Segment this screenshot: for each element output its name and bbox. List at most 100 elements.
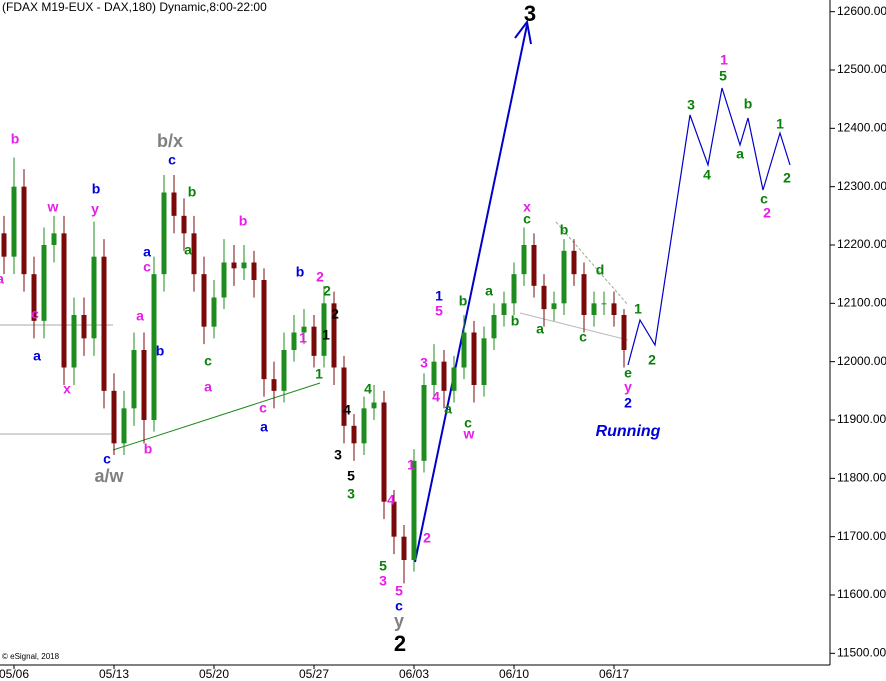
candle-body	[231, 262, 237, 269]
wave-label: 2	[394, 631, 406, 656]
trend-line	[555, 221, 629, 306]
projection-arrow	[514, 19, 532, 45]
wave-label: 3	[347, 486, 355, 502]
candle-body	[541, 285, 547, 310]
candle-body	[181, 215, 187, 234]
candle-body	[171, 192, 177, 216]
wave-label: 2	[323, 283, 331, 299]
candle-body	[331, 303, 337, 368]
y-tick-label: 11700.00	[837, 529, 886, 543]
wave-label: 1	[776, 116, 784, 132]
candle-body	[271, 379, 277, 391]
candle-body	[121, 408, 127, 444]
candle-body	[441, 361, 447, 391]
candle-body	[561, 250, 567, 304]
candle-body	[261, 280, 267, 380]
candle-body	[381, 402, 387, 502]
candle-body	[151, 274, 157, 420]
wave-label: 2	[648, 352, 656, 368]
candle-body	[91, 256, 97, 339]
x-tick-label: 05/13	[99, 667, 129, 681]
candle-body	[311, 326, 317, 356]
candle-body	[521, 245, 527, 275]
wave-label: 2	[624, 395, 632, 411]
candle-body	[31, 274, 37, 321]
x-tick-label: 06/17	[599, 667, 629, 681]
wave-label: b	[11, 131, 20, 147]
candle-body	[141, 350, 147, 420]
wave-label: x	[523, 199, 531, 215]
candle-body	[451, 367, 457, 391]
y-tick-label: 11900.00	[837, 412, 886, 426]
candle-body	[501, 303, 507, 315]
candle-body	[591, 303, 597, 315]
candle-body	[461, 332, 467, 368]
wave-label: y	[91, 201, 99, 217]
wave-label: 3	[687, 97, 695, 113]
y-tick-label: 11600.00	[837, 587, 886, 601]
wave-label: b	[144, 441, 153, 457]
wave-label: c	[464, 415, 472, 431]
wave-label: d	[596, 262, 605, 278]
wave-label: 4	[364, 381, 372, 397]
x-tick-label: 05/20	[199, 667, 229, 681]
y-tick-label: 12500.00	[837, 62, 886, 76]
wave-label: c	[168, 152, 176, 168]
candle-body	[371, 402, 377, 409]
candle-body	[71, 315, 77, 368]
projection-path	[627, 87, 791, 366]
candle-body	[481, 338, 487, 385]
wave-label: a	[33, 348, 41, 364]
wave-label: 1	[322, 327, 330, 343]
wave-label: b	[156, 343, 165, 359]
wave-label: 3	[420, 355, 428, 371]
wave-label: c	[259, 400, 267, 416]
wave-label: 1	[299, 330, 307, 346]
wave-label: 5	[347, 468, 355, 484]
wave-label: w	[463, 426, 475, 442]
candle-body	[11, 186, 17, 257]
candle-body	[341, 367, 347, 426]
candle-body	[161, 192, 167, 275]
wave-label: b	[296, 264, 305, 280]
candle-body	[131, 350, 137, 409]
candle-body	[51, 233, 57, 245]
wave-label: a	[184, 242, 192, 258]
wave-label: a	[260, 419, 268, 435]
wave-label: a	[136, 308, 144, 324]
candle-body	[601, 303, 607, 305]
candle-body	[1, 233, 7, 257]
wave-label: b	[188, 184, 197, 200]
candle-body	[61, 233, 67, 368]
candle-body	[351, 425, 357, 444]
candle-body	[491, 315, 497, 339]
wave-label: c	[103, 451, 111, 467]
chart-title: (FDAX M19-EUX - DAX,180) Dynamic,8:00-22…	[2, 0, 267, 14]
wave-label: 5	[719, 68, 727, 84]
wave-label: b	[92, 181, 101, 197]
wave-label: c	[760, 191, 768, 207]
wave-label: a	[143, 244, 151, 260]
candle-body	[241, 262, 247, 269]
y-tick-label: 11800.00	[837, 471, 886, 485]
wave-label: 2	[423, 530, 431, 546]
wave-label: 3	[334, 447, 342, 463]
wave-label: c	[143, 259, 151, 275]
wave-label: 2	[316, 269, 324, 285]
wave-label: 5	[379, 558, 387, 574]
candle-body	[361, 408, 367, 444]
y-tick-label: 12400.00	[837, 121, 886, 135]
credit: © eSignal, 2018	[2, 652, 60, 661]
wave-label: a	[485, 283, 493, 299]
wave-label: a	[444, 401, 452, 417]
wave-label: y	[624, 379, 632, 395]
x-tick-label: 06/03	[399, 667, 429, 681]
wave-label: c	[31, 306, 39, 322]
wave-label: b	[459, 293, 468, 309]
y-tick-label: 12300.00	[837, 179, 886, 193]
candle-body	[41, 245, 47, 321]
candle-body	[191, 233, 197, 275]
candle-body	[431, 361, 437, 385]
wave-label: b/x	[157, 131, 183, 151]
candle-body	[421, 385, 427, 461]
